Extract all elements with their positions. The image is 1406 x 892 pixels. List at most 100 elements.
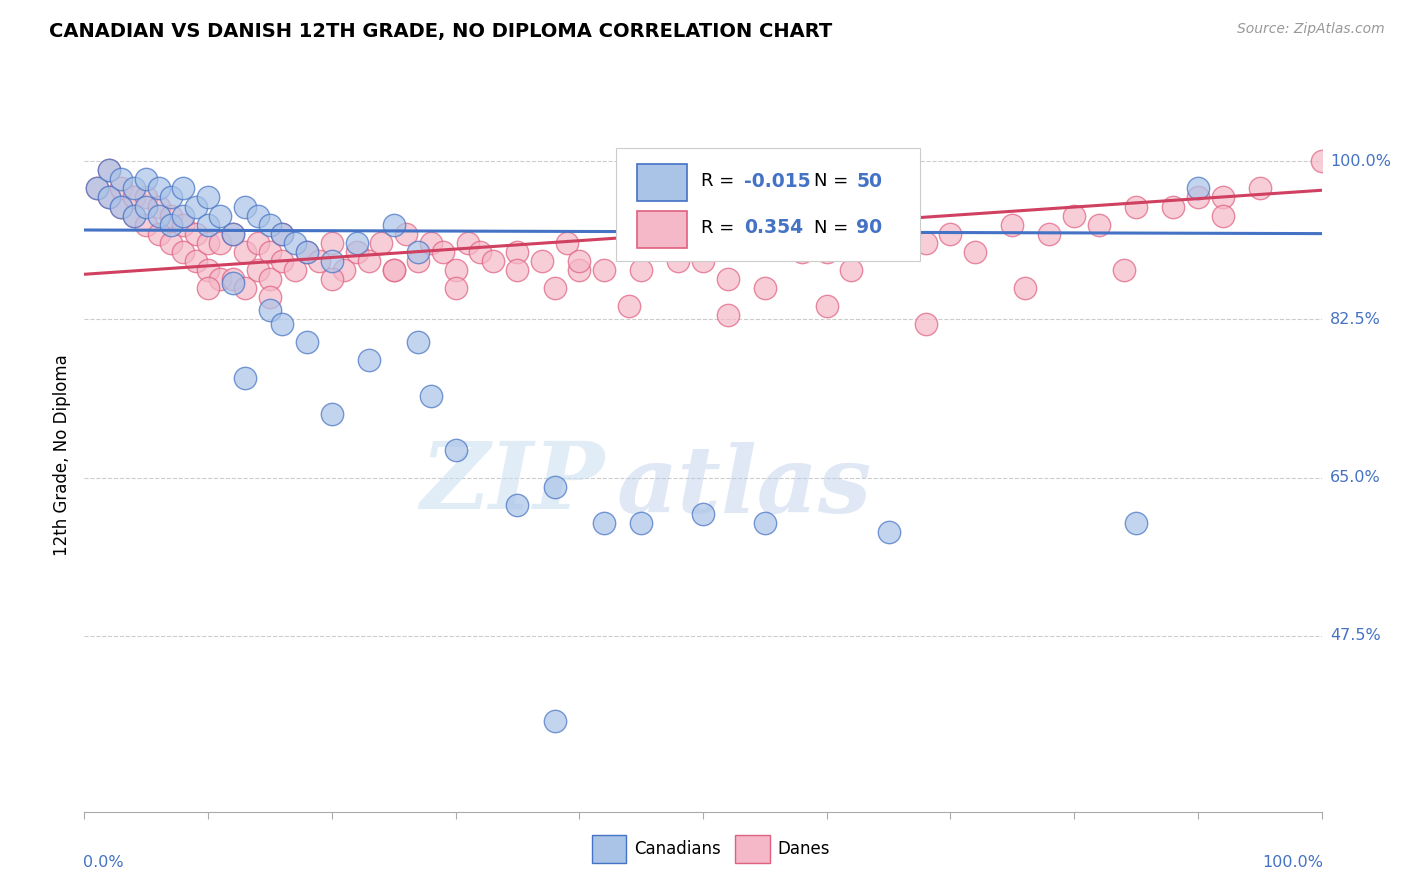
Point	[914, 235, 936, 250]
Point	[233, 244, 256, 259]
Point	[346, 235, 368, 250]
Point	[209, 209, 232, 223]
Point	[98, 163, 121, 178]
Point	[1038, 227, 1060, 241]
Point	[110, 200, 132, 214]
Point	[110, 200, 132, 214]
Point	[444, 281, 467, 295]
Text: N =: N =	[814, 219, 855, 236]
Point	[754, 516, 776, 530]
Point	[172, 209, 194, 223]
Point	[160, 218, 183, 232]
Point	[717, 272, 740, 286]
Point	[197, 218, 219, 232]
Text: 65.0%: 65.0%	[1330, 470, 1381, 485]
Point	[965, 244, 987, 259]
Point	[1161, 200, 1184, 214]
Point	[543, 479, 565, 493]
Point	[160, 190, 183, 204]
Point	[593, 262, 616, 277]
Point	[790, 244, 813, 259]
Bar	[637, 211, 688, 248]
Text: 0.0%: 0.0%	[83, 855, 124, 870]
Text: 82.5%: 82.5%	[1330, 312, 1381, 327]
Point	[122, 190, 145, 204]
Point	[419, 235, 441, 250]
Point	[148, 227, 170, 241]
Point	[308, 253, 330, 268]
Point	[184, 253, 207, 268]
Point	[122, 181, 145, 195]
Point	[692, 507, 714, 521]
Point	[408, 244, 430, 259]
Point	[259, 218, 281, 232]
Point	[357, 253, 380, 268]
Point	[233, 200, 256, 214]
Point	[259, 272, 281, 286]
Text: Source: ZipAtlas.com: Source: ZipAtlas.com	[1237, 22, 1385, 37]
Point	[506, 244, 529, 259]
Point	[357, 353, 380, 368]
Point	[630, 262, 652, 277]
Text: atlas: atlas	[616, 442, 872, 532]
Point	[148, 209, 170, 223]
Point	[630, 516, 652, 530]
Point	[135, 200, 157, 214]
Point	[914, 317, 936, 331]
Text: N =: N =	[814, 172, 855, 190]
Point	[259, 244, 281, 259]
Point	[470, 244, 492, 259]
Point	[1187, 190, 1209, 204]
Point	[122, 209, 145, 223]
Point	[666, 253, 689, 268]
Bar	[735, 835, 770, 863]
Point	[271, 227, 294, 241]
Point	[457, 235, 479, 250]
Text: R =: R =	[700, 219, 740, 236]
Point	[321, 235, 343, 250]
Point	[1125, 516, 1147, 530]
Y-axis label: 12th Grade, No Diploma: 12th Grade, No Diploma	[53, 354, 72, 556]
Point	[86, 181, 108, 195]
Text: R =: R =	[700, 172, 740, 190]
Point	[271, 253, 294, 268]
Point	[135, 190, 157, 204]
FancyBboxPatch shape	[616, 148, 920, 260]
Point	[815, 244, 838, 259]
Point	[408, 253, 430, 268]
Point	[1212, 209, 1234, 223]
Point	[754, 281, 776, 295]
Point	[1014, 281, 1036, 295]
Point	[593, 516, 616, 530]
Point	[321, 272, 343, 286]
Point	[717, 308, 740, 322]
Point	[444, 443, 467, 458]
Point	[877, 524, 900, 539]
Point	[555, 235, 578, 250]
Point	[86, 181, 108, 195]
Point	[1112, 262, 1135, 277]
Point	[197, 190, 219, 204]
Point	[184, 200, 207, 214]
Point	[1310, 154, 1333, 169]
Point	[295, 334, 318, 349]
Point	[382, 218, 405, 232]
Point	[333, 262, 356, 277]
Point	[172, 218, 194, 232]
Point	[382, 262, 405, 277]
Point	[531, 253, 554, 268]
Point	[197, 281, 219, 295]
Point	[295, 244, 318, 259]
Point	[295, 244, 318, 259]
Point	[271, 227, 294, 241]
Point	[506, 498, 529, 512]
Point	[568, 262, 591, 277]
Point	[321, 253, 343, 268]
Point	[382, 262, 405, 277]
Point	[395, 227, 418, 241]
Point	[617, 299, 640, 313]
Text: 50: 50	[856, 172, 883, 191]
Point	[284, 235, 307, 250]
Point	[148, 200, 170, 214]
Point	[98, 190, 121, 204]
